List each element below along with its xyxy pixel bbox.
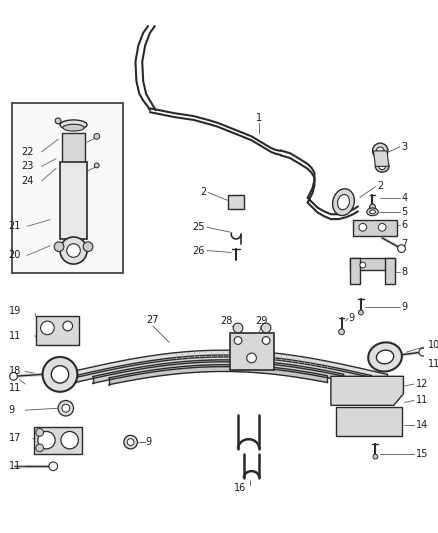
Bar [230,333,274,369]
Ellipse shape [368,342,402,372]
Ellipse shape [372,143,388,159]
Text: 16: 16 [234,482,246,492]
Circle shape [359,223,367,231]
Text: 9: 9 [145,437,151,447]
Circle shape [262,337,270,344]
Text: 24: 24 [21,176,34,186]
Ellipse shape [376,147,384,155]
Polygon shape [34,426,82,454]
Text: 1: 1 [256,113,262,123]
Ellipse shape [376,350,394,364]
Bar [62,133,85,164]
Text: 2: 2 [377,181,384,191]
Text: 22: 22 [21,147,34,157]
Polygon shape [36,316,79,345]
Circle shape [41,321,54,335]
Circle shape [58,400,74,416]
Circle shape [94,133,100,139]
Circle shape [373,454,378,459]
Circle shape [127,439,134,446]
Text: 28: 28 [220,316,233,326]
Text: 8: 8 [402,267,408,277]
Polygon shape [331,376,403,405]
Ellipse shape [338,195,350,210]
Bar [228,196,244,209]
Polygon shape [353,220,397,236]
Text: 21: 21 [9,221,21,231]
Text: 18: 18 [9,367,21,376]
Text: 4: 4 [402,193,408,203]
Text: 17: 17 [9,433,21,443]
Text: 25: 25 [193,222,205,232]
Circle shape [51,366,69,383]
Ellipse shape [379,163,385,169]
Text: 26: 26 [193,246,205,255]
Ellipse shape [375,160,389,172]
Text: 11: 11 [427,359,438,369]
Text: 9: 9 [9,405,15,415]
Circle shape [36,429,43,437]
Text: 12: 12 [416,379,428,389]
Circle shape [61,431,78,449]
Circle shape [233,323,243,333]
Circle shape [55,118,61,124]
Polygon shape [374,151,389,166]
Circle shape [247,353,256,363]
Circle shape [378,223,386,231]
Text: 29: 29 [255,316,268,326]
Text: 9: 9 [402,302,408,312]
Ellipse shape [60,120,87,130]
Circle shape [42,357,78,392]
Circle shape [261,323,271,333]
Circle shape [62,405,70,412]
Circle shape [370,204,375,210]
Text: 2: 2 [200,188,206,198]
Bar [60,161,87,239]
Text: 19: 19 [9,305,21,316]
Text: 11: 11 [9,330,21,341]
Circle shape [419,348,427,356]
Circle shape [54,242,64,252]
Text: 14: 14 [416,419,428,430]
Circle shape [67,244,80,257]
Circle shape [339,329,344,335]
Circle shape [398,245,406,253]
Polygon shape [385,259,395,285]
Text: 11: 11 [9,383,21,393]
Ellipse shape [332,189,354,215]
Circle shape [234,337,242,344]
Text: 11: 11 [9,461,21,471]
Ellipse shape [367,208,378,216]
Text: 3: 3 [402,142,408,152]
Circle shape [83,242,93,252]
Circle shape [358,310,363,315]
Ellipse shape [370,210,375,214]
Text: 9: 9 [348,313,354,323]
Polygon shape [336,407,402,437]
Circle shape [94,163,99,168]
Bar [12,103,123,273]
Text: 5: 5 [402,207,408,217]
Text: 6: 6 [402,220,408,230]
Circle shape [60,237,87,264]
Polygon shape [350,259,360,285]
Circle shape [63,321,73,331]
Circle shape [38,431,55,449]
Circle shape [124,435,138,449]
Text: 27: 27 [147,315,159,325]
Text: 23: 23 [21,161,34,172]
Text: 10: 10 [427,341,438,350]
Circle shape [10,373,18,380]
Text: 11: 11 [416,395,428,406]
Text: 15: 15 [416,449,428,459]
Circle shape [49,462,57,471]
Polygon shape [350,259,395,270]
Text: 20: 20 [9,251,21,261]
Circle shape [36,444,43,452]
Circle shape [360,262,366,268]
Text: 7: 7 [402,239,408,249]
Ellipse shape [63,124,84,131]
